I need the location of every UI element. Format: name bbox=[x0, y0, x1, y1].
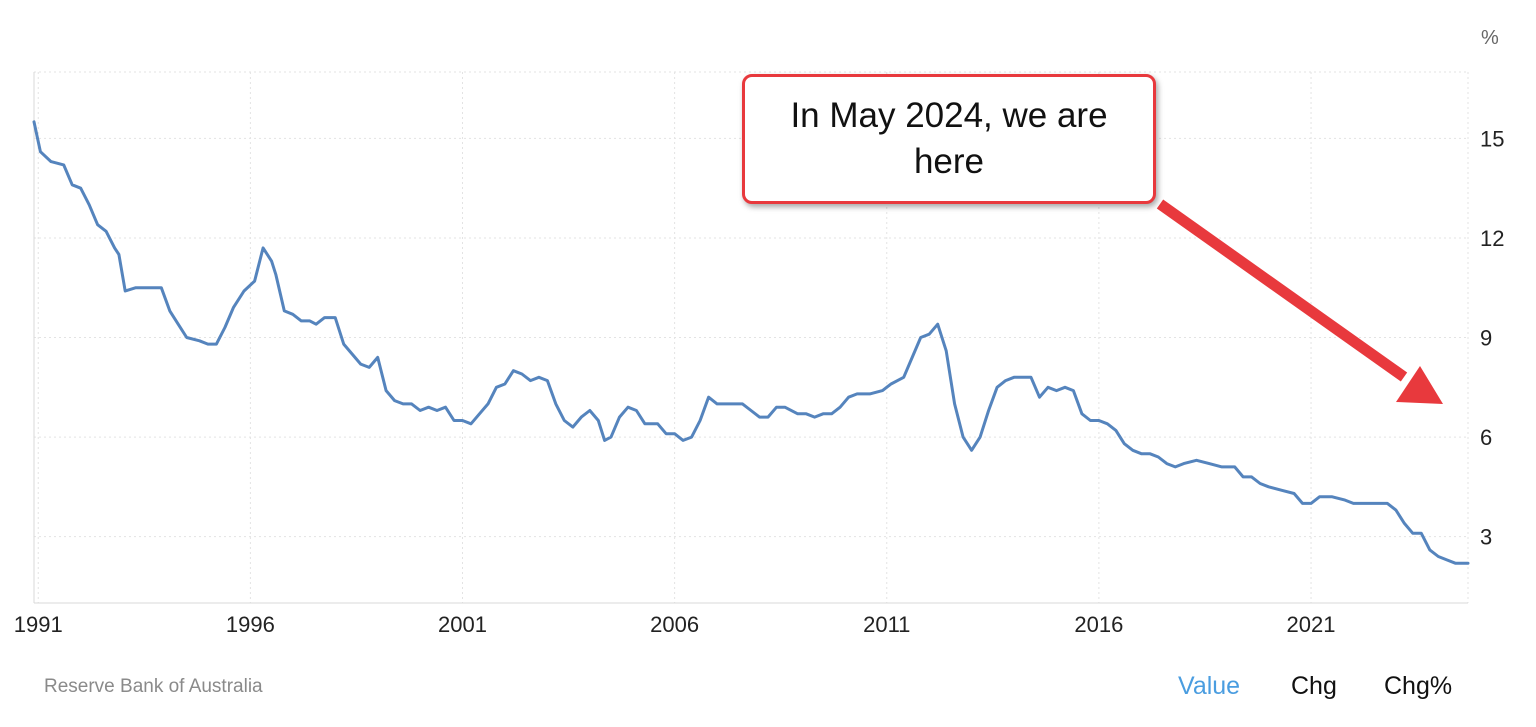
series-line bbox=[32, 120, 1470, 565]
y-tick-label: 9 bbox=[1480, 326, 1492, 351]
tab-chg[interactable]: Chg bbox=[1291, 672, 1337, 700]
axes: 3 6 9 12 15 1991 1996 2001 2006 2011 2016 2021 bbox=[14, 72, 1504, 637]
tab-value[interactable]: Value bbox=[1178, 672, 1241, 700]
arrow-shaft bbox=[1156, 199, 1408, 382]
source-label: Reserve Bank of Australia bbox=[44, 676, 263, 697]
series bbox=[32, 120, 1470, 565]
annotation-callout: In May 2024, we are here bbox=[742, 74, 1156, 204]
tab-chg-percent[interactable]: Chg% bbox=[1384, 672, 1453, 700]
x-tick-label: 2016 bbox=[1074, 612, 1123, 637]
annotation-arrow bbox=[1156, 199, 1443, 404]
grid bbox=[34, 71, 1469, 603]
y-unit-label: % bbox=[1481, 27, 1499, 49]
y-tick-label: 3 bbox=[1480, 525, 1492, 550]
x-tick-label: 2006 bbox=[650, 612, 699, 637]
y-tick-label: 15 bbox=[1480, 126, 1504, 151]
y-tick-label: 12 bbox=[1480, 226, 1504, 251]
view-tabs: Value Chg Chg% bbox=[0, 672, 1536, 702]
x-tick-label: 1991 bbox=[14, 612, 63, 637]
y-tick-label: 6 bbox=[1480, 425, 1492, 450]
x-tick-label: 2021 bbox=[1287, 612, 1336, 637]
x-tick-label: 1996 bbox=[226, 612, 275, 637]
x-tick-label: 2001 bbox=[438, 612, 487, 637]
x-tick-label: 2011 bbox=[863, 612, 910, 637]
arrow-head bbox=[1396, 366, 1443, 404]
annotation-text: In May 2024, we are here bbox=[790, 96, 1108, 181]
